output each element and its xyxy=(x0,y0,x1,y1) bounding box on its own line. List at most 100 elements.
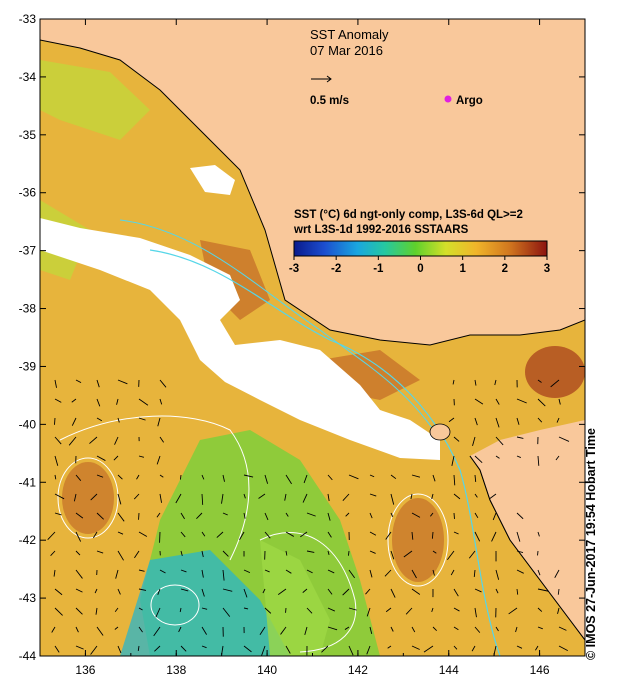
vector-arrow xyxy=(474,379,477,386)
vector-arrow xyxy=(239,531,245,540)
vector-arrow xyxy=(53,569,56,577)
vector-arrow xyxy=(264,474,269,484)
vector-arrow xyxy=(516,512,524,520)
vector-arrow xyxy=(473,569,476,578)
vector-arrow xyxy=(54,379,57,388)
vector-arrow xyxy=(116,398,119,405)
vector-arrow xyxy=(385,607,392,613)
vector-arrow xyxy=(138,607,143,611)
vector-arrow xyxy=(411,588,421,595)
vector-arrow xyxy=(54,645,60,653)
argo-marker-icon xyxy=(444,95,452,103)
vector-arrow xyxy=(222,474,225,482)
vector-scale-label: 0.5 m/s xyxy=(310,95,349,107)
vector-arrow xyxy=(54,607,63,616)
vector-arrow xyxy=(261,645,266,656)
coastline xyxy=(40,39,585,346)
vector-arrow xyxy=(179,474,182,480)
vector-arrow xyxy=(537,569,541,576)
y-tick-label: -33 xyxy=(19,12,37,26)
vector-arrow xyxy=(300,531,308,538)
x-tick-label: 136 xyxy=(75,663,95,677)
vector-arrow xyxy=(285,531,295,537)
vector-arrow xyxy=(306,607,313,614)
vector-arrow xyxy=(369,493,377,497)
vector-arrow xyxy=(474,398,484,405)
vector-arrow xyxy=(369,474,375,478)
vector-arrow xyxy=(430,512,434,517)
vector-arrow xyxy=(431,493,434,500)
vector-arrow xyxy=(537,379,542,383)
vector-arrow xyxy=(201,493,204,505)
vector-arrow xyxy=(75,512,84,519)
vector-arrow xyxy=(75,626,79,633)
vector-arrow xyxy=(410,493,413,500)
colorbar-title-line2: wrt L3S-1d 1992-2016 SSTAARS xyxy=(293,224,469,236)
vector-arrow xyxy=(348,474,359,480)
vector-arrow xyxy=(75,645,84,650)
y-tick-label: -42 xyxy=(19,533,37,547)
vector-arrow xyxy=(495,588,499,594)
vector-arrow xyxy=(138,531,148,537)
vector-arrow xyxy=(557,588,560,595)
vector-arrow xyxy=(222,512,228,516)
vector-arrow xyxy=(474,626,481,633)
colorbar-tick-label: 2 xyxy=(502,263,508,275)
vector-arrow xyxy=(448,417,455,423)
vector-arrow xyxy=(474,607,477,618)
vector-arrow xyxy=(71,398,77,403)
vector-arrow xyxy=(558,645,568,652)
vector-arrow xyxy=(537,531,540,537)
vector-arrow xyxy=(432,474,436,482)
x-tick-label: 146 xyxy=(530,663,550,677)
vector-arrow xyxy=(492,512,497,521)
x-tick-label: 140 xyxy=(257,663,277,677)
vector-arrow xyxy=(153,626,161,637)
vector-arrow xyxy=(133,493,140,500)
vector-arrow xyxy=(156,455,161,465)
vector-arrow xyxy=(471,645,476,652)
vector-arrow xyxy=(54,512,62,516)
vector-arrow xyxy=(489,493,497,499)
vector-arrow xyxy=(327,531,332,538)
vector-arrow xyxy=(516,569,524,574)
island xyxy=(429,423,451,441)
vector-arrow xyxy=(284,493,287,501)
vector-arrow xyxy=(515,626,518,633)
coastline-east-lower xyxy=(469,455,585,641)
vector-arrow xyxy=(554,569,560,578)
vector-arrow xyxy=(516,645,523,649)
vector-arrow xyxy=(495,569,500,580)
map-date: 07 Mar 2016 xyxy=(310,43,383,58)
sea-green-strip xyxy=(260,540,330,656)
x-tick-label: 138 xyxy=(166,663,186,677)
vector-arrow xyxy=(327,550,330,555)
vector-arrow xyxy=(342,588,350,596)
vector-arrow xyxy=(348,569,356,579)
eddy-contour-south xyxy=(150,584,200,626)
vector-arrow xyxy=(302,588,308,593)
vector-arrow xyxy=(136,474,140,480)
vector-arrow xyxy=(390,588,396,598)
vector-arrow xyxy=(285,645,291,654)
vector-arrow xyxy=(201,626,207,635)
vector-arrow xyxy=(306,550,315,553)
vector-arrow xyxy=(327,512,331,521)
vector-scale-arrowhead xyxy=(326,75,332,83)
vector-arrow xyxy=(385,531,392,540)
shelf-contour-2 xyxy=(119,219,441,441)
vector-arrow xyxy=(468,550,476,559)
vector-arrow xyxy=(264,607,272,614)
vector-arrow xyxy=(113,455,119,461)
vector-arrow xyxy=(137,645,140,652)
vector-arrow xyxy=(243,607,249,610)
y-tick-label: -34 xyxy=(19,70,37,84)
y-tick-label: -44 xyxy=(19,649,37,663)
vector-arrow xyxy=(495,436,504,446)
vector-arrow xyxy=(75,531,82,542)
current-contour-2 xyxy=(259,532,357,653)
vector-arrow xyxy=(138,398,149,406)
vector-arrow xyxy=(117,474,123,480)
vector-arrow xyxy=(96,512,104,520)
vector-arrow xyxy=(222,607,231,617)
